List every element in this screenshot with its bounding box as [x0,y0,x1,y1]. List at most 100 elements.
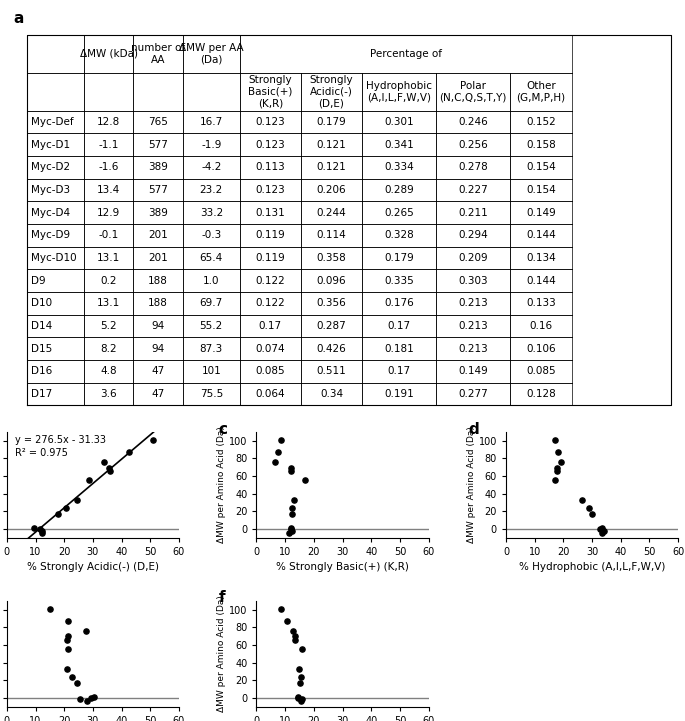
Text: 0.122: 0.122 [256,298,285,309]
Text: 0.074: 0.074 [256,344,285,353]
Text: -0.1: -0.1 [99,230,119,240]
Text: D9: D9 [31,275,46,286]
Point [36,527,47,539]
Text: 0.426: 0.426 [316,344,347,353]
Point [577,494,588,505]
Text: 0.114: 0.114 [316,230,347,240]
Point [66,671,77,683]
Text: D14: D14 [31,321,52,331]
Text: 0.356: 0.356 [316,298,347,309]
Point [275,434,286,446]
Text: 4.8: 4.8 [100,366,117,376]
Point [288,626,299,637]
Point [549,474,560,486]
Point [275,603,286,615]
Point [72,677,83,689]
Point [294,663,305,674]
Text: 0.16: 0.16 [530,321,553,331]
Text: 0.133: 0.133 [526,298,556,309]
Text: 0.287: 0.287 [316,321,347,331]
Text: 0.181: 0.181 [384,344,414,353]
Point [60,503,71,514]
Text: 0.2: 0.2 [100,275,116,286]
Text: Polar
(N,C,Q,S,T,Y): Polar (N,C,Q,S,T,Y) [440,81,507,102]
Point [81,696,92,707]
Text: 0.085: 0.085 [256,366,285,376]
Point [71,494,82,505]
Point [148,434,159,446]
Point [36,525,47,536]
Text: a: a [14,12,24,26]
Text: 389: 389 [148,208,168,218]
Text: 389: 389 [148,162,168,172]
Text: Myc-D9: Myc-D9 [31,230,70,240]
Text: 87.3: 87.3 [199,344,223,353]
Text: 201: 201 [148,253,168,263]
Text: 0.301: 0.301 [384,117,414,127]
Text: 0.17: 0.17 [388,366,411,376]
Text: 12.8: 12.8 [97,117,120,127]
Text: ΔMW (kDa): ΔMW (kDa) [79,49,138,59]
Point [282,615,292,627]
Point [288,494,299,505]
Text: Other
(G,M,P,H): Other (G,M,P,H) [516,81,566,102]
Text: Myc-D2: Myc-D2 [31,162,70,172]
Text: -4.2: -4.2 [201,162,221,172]
Text: 188: 188 [148,275,168,286]
Text: 0.294: 0.294 [458,230,488,240]
Text: R² = 0.975: R² = 0.975 [16,448,69,458]
Text: 1.0: 1.0 [203,275,220,286]
Text: 23.2: 23.2 [199,185,223,195]
Text: -1.1: -1.1 [99,140,119,150]
Text: 0.213: 0.213 [458,321,488,331]
Text: 765: 765 [148,117,168,127]
Point [295,696,306,707]
Point [81,626,92,637]
Point [29,522,40,534]
X-axis label: % Strongly Acidic(-) (D,E): % Strongly Acidic(-) (D,E) [27,562,159,572]
Point [62,643,73,655]
Text: 0.144: 0.144 [526,275,556,286]
Point [286,461,297,473]
Text: 0.122: 0.122 [256,275,285,286]
Text: 0.123: 0.123 [256,117,285,127]
Point [75,694,86,705]
Point [103,461,114,473]
Point [295,671,306,683]
Point [84,474,95,486]
Point [599,525,610,536]
Point [597,522,608,534]
Text: ΔMW per AA
(Da): ΔMW per AA (Da) [179,43,244,65]
Text: d: d [468,422,479,436]
Text: 75.5: 75.5 [199,389,223,399]
Point [553,446,564,458]
Text: 16.7: 16.7 [199,117,223,127]
Text: 188: 188 [148,298,168,309]
Text: 47: 47 [151,366,165,376]
Text: D15: D15 [31,344,52,353]
Text: Strongly
Basic(+)
(K,R): Strongly Basic(+) (K,R) [248,75,292,108]
Text: 0.154: 0.154 [526,185,556,195]
Text: 0.289: 0.289 [384,185,414,195]
Text: 8.2: 8.2 [100,344,117,353]
Text: 0.511: 0.511 [316,366,347,376]
Text: 13.4: 13.4 [97,185,120,195]
Point [123,446,134,458]
Text: 0.096: 0.096 [316,275,347,286]
Text: c: c [219,422,227,436]
Text: D17: D17 [31,389,52,399]
Point [587,508,598,520]
Text: 0.152: 0.152 [526,117,556,127]
Text: 0.227: 0.227 [458,185,488,195]
Text: 0.265: 0.265 [384,208,414,218]
Text: -1.9: -1.9 [201,140,221,150]
Text: 94: 94 [151,344,165,353]
Point [295,677,306,689]
Text: 0.34: 0.34 [320,389,343,399]
Point [292,692,303,704]
X-axis label: % Hydrophobic (A,I,L,F,W,V): % Hydrophobic (A,I,L,F,W,V) [519,562,665,572]
Text: 0.149: 0.149 [526,208,556,218]
Point [53,508,64,520]
Text: 0.085: 0.085 [526,366,556,376]
Point [284,527,295,539]
